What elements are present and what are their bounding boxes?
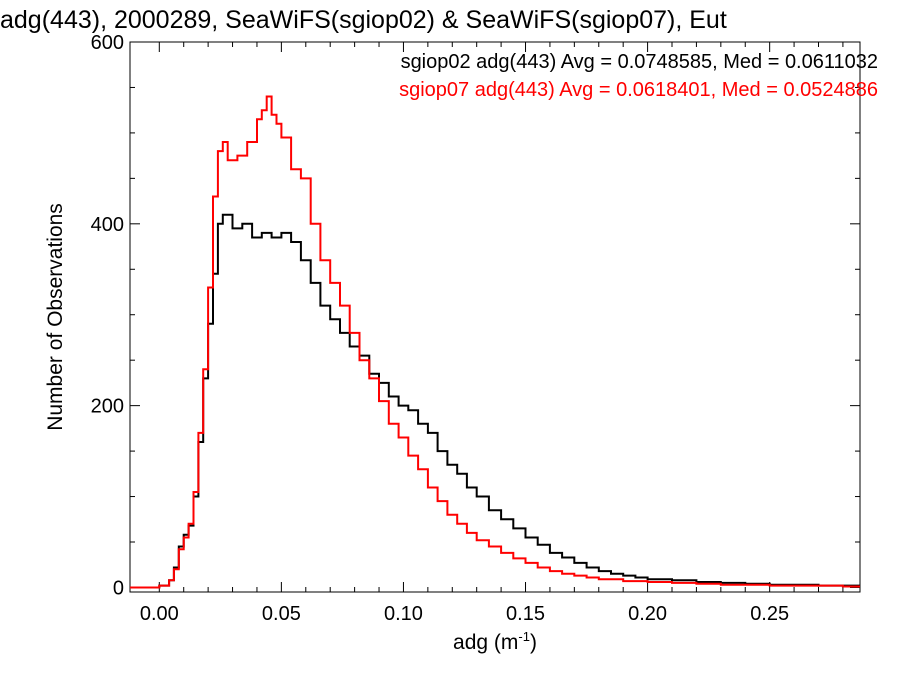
legend-entry-sgiop02: sgiop02 adg(443) Avg = 0.0748585, Med = … xyxy=(401,51,878,73)
y-tick-label: 200 xyxy=(91,396,124,418)
series-sgiop07 xyxy=(130,95,860,589)
series-sgiop02 xyxy=(130,213,860,589)
x-axis-label-superscript: -1 xyxy=(518,629,530,644)
x-tick-label: 0.25 xyxy=(750,603,789,625)
y-axis-label: Number of Observations xyxy=(44,203,67,431)
legend-entry-sgiop07: sgiop07 adg(443) Avg = 0.0618401, Med = … xyxy=(399,79,878,101)
x-axis-label: adg (m-1) xyxy=(453,629,537,654)
chart-title: adg(443), 2000289, SeaWiFS(sgiop02) & Se… xyxy=(0,6,727,34)
y-tick-label: 600 xyxy=(91,32,124,54)
axis-ticks: 0.00 0.05 0.10 0.15 0.20 0.25 0 200 400 600 xyxy=(91,32,860,625)
x-tick-label: 0.20 xyxy=(628,603,667,625)
x-tick-label: 0.15 xyxy=(506,603,545,625)
x-tick-label: 0.00 xyxy=(140,603,179,625)
series-layer xyxy=(130,95,860,589)
x-tick-label: 0.10 xyxy=(384,603,423,625)
y-tick-label: 400 xyxy=(91,214,124,236)
x-tick-label: 0.05 xyxy=(262,603,301,625)
plot-frame xyxy=(129,41,861,593)
x-axis-label-close: ) xyxy=(530,631,537,654)
x-axis-label-main: adg (m xyxy=(453,631,518,654)
y-tick-label: 0 xyxy=(113,577,124,599)
